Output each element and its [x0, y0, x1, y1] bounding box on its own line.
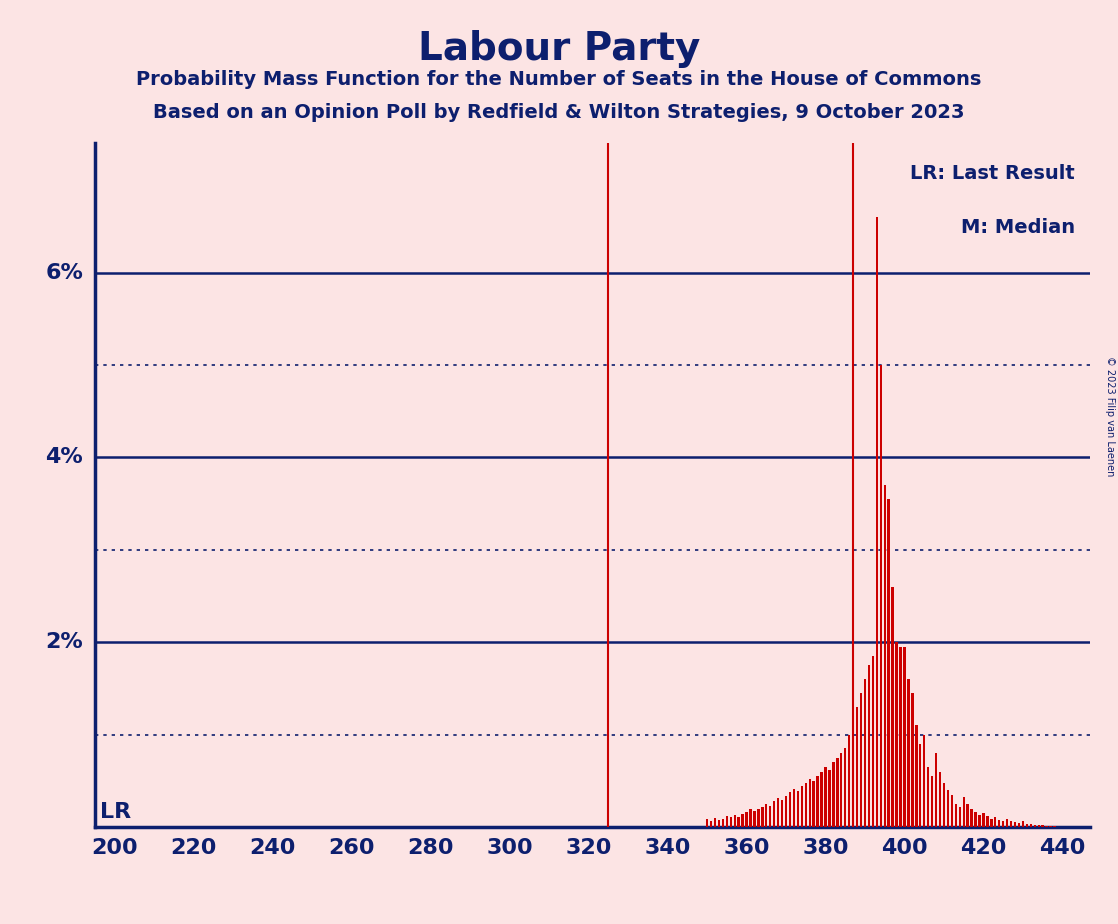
Bar — [797, 791, 799, 827]
Bar — [777, 798, 779, 827]
Bar — [852, 721, 854, 827]
Bar — [821, 772, 823, 827]
Bar — [927, 767, 929, 827]
Text: Labour Party: Labour Party — [418, 30, 700, 67]
Bar — [741, 814, 743, 827]
Bar — [1038, 825, 1040, 827]
Bar — [746, 812, 748, 827]
Bar — [749, 809, 751, 827]
Bar — [840, 753, 843, 827]
Bar — [1030, 824, 1032, 827]
Bar — [816, 776, 818, 827]
Bar — [883, 485, 885, 827]
Bar — [730, 817, 732, 827]
Bar — [931, 776, 934, 827]
Bar — [1025, 824, 1029, 827]
Bar — [733, 815, 736, 827]
Text: M: Median: M: Median — [961, 218, 1076, 237]
Bar — [713, 818, 717, 827]
Bar — [726, 816, 728, 827]
Text: 2%: 2% — [46, 632, 83, 652]
Bar — [891, 587, 893, 827]
Bar — [923, 735, 926, 827]
Bar — [860, 693, 862, 827]
Bar — [773, 801, 776, 827]
Bar — [963, 797, 965, 827]
Bar — [911, 693, 913, 827]
Bar — [718, 820, 720, 827]
Bar — [864, 679, 866, 827]
Bar — [738, 817, 740, 827]
Bar — [754, 811, 756, 827]
Bar — [1045, 826, 1048, 827]
Bar — [947, 790, 949, 827]
Bar — [998, 820, 1001, 827]
Bar — [958, 807, 961, 827]
Bar — [955, 804, 957, 827]
Bar — [888, 499, 890, 827]
Bar — [765, 804, 767, 827]
Bar — [903, 647, 906, 827]
Bar — [919, 744, 921, 827]
Bar — [880, 365, 882, 827]
Bar — [1002, 821, 1004, 827]
Bar — [1022, 821, 1024, 827]
Bar — [793, 789, 795, 827]
Bar — [710, 821, 712, 827]
Bar — [832, 762, 834, 827]
Bar — [942, 783, 945, 827]
Bar — [757, 808, 759, 827]
Bar — [966, 804, 969, 827]
Text: © 2023 Filip van Laenen: © 2023 Filip van Laenen — [1106, 356, 1115, 476]
Bar — [1033, 825, 1036, 827]
Bar — [856, 707, 859, 827]
Bar — [808, 779, 811, 827]
Bar — [1053, 826, 1055, 827]
Bar — [849, 735, 851, 827]
Bar — [983, 813, 985, 827]
Bar — [813, 781, 815, 827]
Bar — [986, 816, 988, 827]
Bar — [896, 642, 898, 827]
Text: LR: Last Result: LR: Last Result — [910, 164, 1076, 183]
Bar — [978, 815, 980, 827]
Bar — [828, 770, 831, 827]
Bar — [994, 817, 996, 827]
Bar — [975, 812, 977, 827]
Bar — [950, 795, 953, 827]
Bar — [875, 217, 878, 827]
Bar — [805, 783, 807, 827]
Bar — [769, 806, 771, 827]
Bar — [1017, 823, 1020, 827]
Bar — [1014, 822, 1016, 827]
Bar — [780, 800, 784, 827]
Bar — [721, 819, 724, 827]
Text: 6%: 6% — [45, 262, 83, 283]
Bar — [800, 786, 803, 827]
Bar — [1050, 826, 1052, 827]
Bar — [935, 753, 937, 827]
Bar — [991, 819, 993, 827]
Bar — [705, 819, 708, 827]
Bar — [1042, 825, 1044, 827]
Bar — [844, 748, 846, 827]
Bar — [970, 808, 973, 827]
Bar — [789, 792, 792, 827]
Bar — [939, 772, 941, 827]
Bar — [899, 647, 902, 827]
Bar — [836, 758, 838, 827]
Bar — [868, 665, 870, 827]
Text: Probability Mass Function for the Number of Seats in the House of Commons: Probability Mass Function for the Number… — [136, 70, 982, 90]
Bar — [1010, 821, 1012, 827]
Bar — [916, 725, 918, 827]
Bar — [872, 656, 874, 827]
Text: LR: LR — [100, 801, 131, 821]
Bar — [1006, 819, 1008, 827]
Bar — [907, 679, 910, 827]
Bar — [761, 807, 764, 827]
Bar — [785, 796, 787, 827]
Text: Based on an Opinion Poll by Redfield & Wilton Strategies, 9 October 2023: Based on an Opinion Poll by Redfield & W… — [153, 103, 965, 123]
Bar — [824, 767, 826, 827]
Text: 4%: 4% — [46, 447, 83, 468]
